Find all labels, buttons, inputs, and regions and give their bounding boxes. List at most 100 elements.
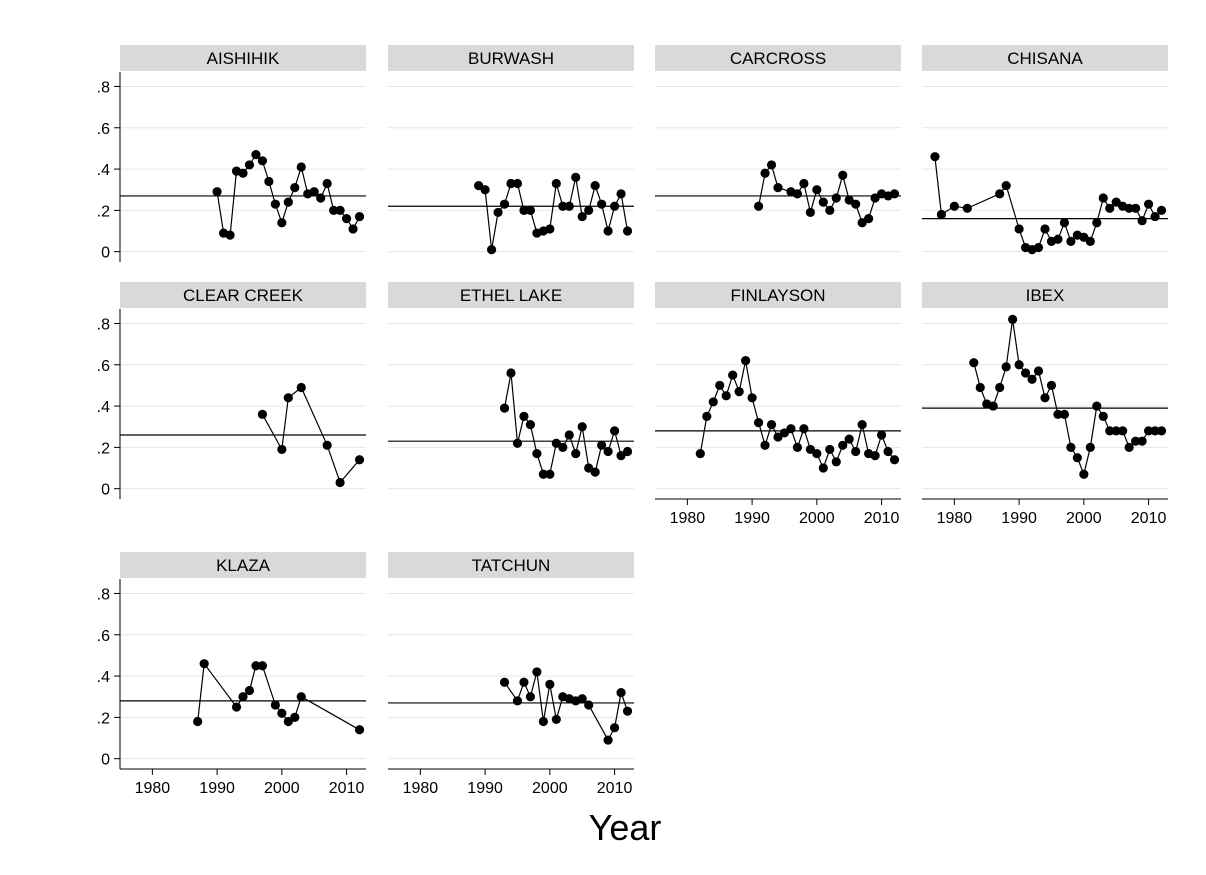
data-point	[264, 176, 274, 187]
data-point	[532, 667, 542, 677]
data-point	[290, 183, 300, 193]
data-point	[1053, 234, 1063, 244]
data-point	[551, 714, 561, 725]
data-point	[622, 706, 633, 716]
x-tick-label: 1990	[1001, 510, 1037, 527]
data-point	[257, 156, 268, 166]
data-point	[1105, 426, 1115, 436]
data-point	[799, 178, 809, 189]
data-point	[1092, 218, 1102, 228]
data-point	[506, 368, 516, 378]
x-tick-label: 2010	[597, 780, 633, 797]
panel-title: CLEAR CREEK	[183, 286, 304, 305]
data-point	[851, 199, 861, 209]
data-point	[296, 382, 306, 393]
y-tick-label: .6	[97, 628, 110, 645]
data-point	[1059, 409, 1070, 419]
data-point	[1053, 409, 1063, 419]
data-point	[512, 438, 523, 448]
panel-header	[922, 282, 1168, 308]
panel-tatchun: TATCHUN 1980 1990 2000 2010	[388, 552, 634, 797]
data-point	[558, 442, 568, 452]
data-point	[1098, 193, 1108, 203]
data-point	[825, 444, 835, 455]
data-point	[1098, 411, 1108, 421]
panel-carcross: CARCROSS	[655, 45, 901, 253]
data-point	[825, 205, 835, 215]
data-point	[818, 463, 828, 473]
data-point	[545, 679, 555, 689]
data-point	[995, 189, 1005, 199]
data-point	[564, 201, 574, 211]
data-point	[309, 187, 319, 197]
data-point	[1092, 401, 1102, 411]
data-point	[975, 382, 985, 393]
data-point	[1156, 426, 1167, 436]
data-point	[760, 168, 770, 178]
panel-title: AISHIHIK	[207, 49, 280, 68]
data-point	[622, 226, 633, 236]
panel-title: KLAZA	[216, 556, 271, 575]
data-point	[838, 170, 848, 180]
y-tick-label: .6	[97, 121, 110, 138]
panel-title: CHISANA	[1007, 49, 1083, 68]
x-axis-title: Year	[589, 807, 662, 848]
data-point	[1001, 362, 1011, 372]
data-point	[519, 205, 529, 215]
data-point	[532, 448, 542, 459]
data-point	[1137, 216, 1147, 226]
panel-header	[655, 45, 901, 71]
data-point	[695, 448, 705, 459]
panel-header	[388, 552, 634, 578]
data-point	[277, 708, 287, 718]
y-tick-label: 0	[101, 245, 110, 262]
y-tick-label: .4	[97, 669, 110, 686]
data-point	[741, 356, 751, 366]
data-point	[747, 393, 757, 403]
data-point	[506, 178, 516, 189]
data-point	[225, 230, 235, 240]
data-point	[231, 702, 242, 712]
data-point	[538, 716, 548, 727]
x-tick-label: 2010	[329, 780, 365, 797]
data-point	[584, 700, 594, 710]
data-point	[799, 424, 809, 434]
data-point	[577, 694, 587, 704]
data-point	[1156, 205, 1167, 215]
data-point	[609, 201, 620, 211]
data-point	[499, 677, 510, 687]
data-point	[1105, 203, 1115, 213]
data-point	[792, 189, 803, 199]
data-point	[721, 391, 731, 401]
data-point	[296, 162, 306, 172]
data-point	[805, 207, 815, 218]
data-point	[962, 203, 972, 213]
data-point	[609, 723, 620, 733]
panel-clear-creek: CLEAR CREEK 0 .2 .4 .6 .8	[97, 282, 366, 499]
data-point	[1059, 218, 1070, 228]
data-point	[603, 446, 613, 457]
x-tick-label: 1990	[734, 510, 770, 527]
y-tick-label: .8	[97, 316, 110, 333]
data-point	[277, 444, 287, 455]
panel-title: BURWASH	[468, 49, 554, 68]
data-point	[519, 677, 529, 687]
data-point	[708, 397, 718, 407]
data-point	[257, 409, 268, 419]
data-point	[1131, 203, 1141, 213]
data-point	[766, 420, 777, 430]
data-point	[354, 725, 365, 735]
data-point	[773, 183, 783, 193]
data-point	[1111, 426, 1121, 436]
data-point	[1046, 380, 1057, 391]
data-point	[844, 434, 854, 444]
panel-header	[120, 552, 366, 578]
data-point	[760, 440, 770, 450]
data-point	[564, 430, 574, 440]
panel-ibex: IBEX 1980 1990 2000 2010	[922, 282, 1168, 527]
data-point	[354, 455, 365, 465]
data-point	[728, 370, 738, 380]
panel-header	[120, 45, 366, 71]
